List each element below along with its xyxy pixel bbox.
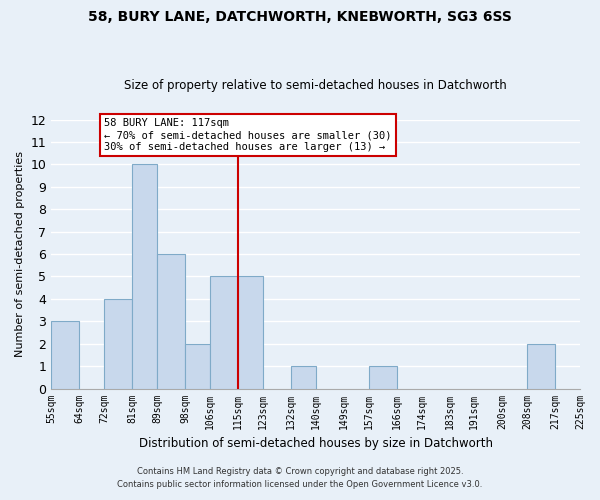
- Bar: [157, 254, 185, 388]
- Y-axis label: Number of semi-detached properties: Number of semi-detached properties: [15, 151, 25, 357]
- Title: Size of property relative to semi-detached houses in Datchworth: Size of property relative to semi-detach…: [124, 79, 507, 92]
- X-axis label: Distribution of semi-detached houses by size in Datchworth: Distribution of semi-detached houses by …: [139, 437, 493, 450]
- Bar: [185, 344, 210, 388]
- Text: Contains HM Land Registry data © Crown copyright and database right 2025.
Contai: Contains HM Land Registry data © Crown c…: [118, 468, 482, 489]
- Text: 58, BURY LANE, DATCHWORTH, KNEBWORTH, SG3 6SS: 58, BURY LANE, DATCHWORTH, KNEBWORTH, SG…: [88, 10, 512, 24]
- Bar: [368, 366, 397, 388]
- Text: 58 BURY LANE: 117sqm
← 70% of semi-detached houses are smaller (30)
30% of semi-: 58 BURY LANE: 117sqm ← 70% of semi-detac…: [104, 118, 392, 152]
- Bar: [51, 322, 79, 388]
- Bar: [238, 276, 263, 388]
- Bar: [210, 276, 238, 388]
- Bar: [291, 366, 316, 388]
- Bar: [104, 299, 132, 388]
- Bar: [527, 344, 555, 388]
- Bar: [132, 164, 157, 388]
